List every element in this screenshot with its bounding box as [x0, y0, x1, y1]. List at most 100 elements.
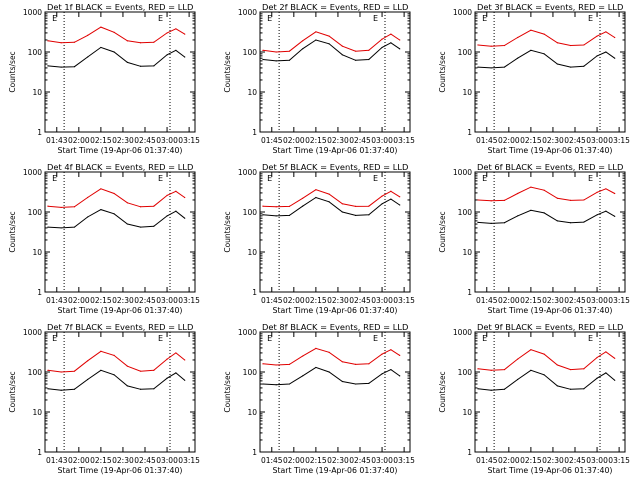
- plot-frame: [259, 11, 411, 133]
- x-tick-label: 03:00: [156, 296, 178, 305]
- x-tick-label: 03:00: [371, 136, 393, 145]
- data-point-lld: [354, 363, 357, 365]
- data-point-lld: [126, 202, 128, 204]
- data-point-lld: [569, 199, 572, 201]
- data-point-lld: [341, 203, 343, 205]
- data-point-events: [47, 65, 49, 67]
- data-point-lld: [503, 199, 506, 201]
- x-tick-label: 03:15: [178, 456, 200, 465]
- y-tick-label: 100: [458, 48, 473, 57]
- data-point-lld: [477, 44, 479, 46]
- data-point-lld: [175, 352, 177, 354]
- data-point-events: [184, 379, 186, 381]
- data-point-events: [100, 46, 102, 49]
- data-point-lld: [390, 190, 392, 192]
- x-tick-label: 03:15: [608, 296, 630, 305]
- data-point-events: [262, 214, 264, 216]
- y-tick-label: 1000: [238, 328, 257, 337]
- data-point-lld: [596, 35, 598, 37]
- data-point-events: [605, 210, 607, 212]
- data-point-events: [288, 383, 291, 385]
- data-point-events: [126, 223, 128, 225]
- chart-panel-7: Det 7f BLACK = Events, RED = LLD 1 10 100 10…: [8, 322, 200, 475]
- series-line-events: [262, 39, 400, 62]
- chart-title: Det 4f BLACK = Events, RED = LLD: [47, 162, 193, 172]
- data-point-events: [47, 226, 49, 228]
- x-tick-label: 01:45: [476, 136, 498, 145]
- data-point-events: [556, 220, 558, 222]
- data-point-events: [556, 63, 558, 65]
- data-point-events: [328, 43, 330, 45]
- data-point-lld: [569, 368, 572, 371]
- data-point-events: [60, 66, 62, 68]
- data-point-lld: [315, 31, 317, 33]
- plot-frame: [259, 331, 411, 453]
- data-point-lld: [87, 196, 89, 199]
- x-tick-label: 02:15: [90, 136, 112, 145]
- x-tick-label: 02:00: [498, 296, 520, 305]
- series-line-lld: [477, 349, 615, 371]
- x-axis-label: Start Time (19-Apr-06 01:37:40): [488, 146, 613, 155]
- e-marker: E: [52, 14, 57, 23]
- data-point-lld: [503, 44, 506, 47]
- y-tick-label: 100: [28, 208, 43, 217]
- e-marker: E: [267, 334, 272, 343]
- data-point-lld: [596, 356, 598, 359]
- data-point-events: [368, 58, 370, 61]
- data-point-lld: [517, 192, 519, 195]
- data-point-events: [596, 55, 598, 57]
- series-line-events: [262, 196, 400, 217]
- e-marker: E: [588, 14, 593, 23]
- data-point-events: [139, 65, 142, 67]
- data-point-events: [390, 42, 392, 44]
- e-marker: E: [588, 174, 593, 183]
- y-tick-label: 1: [467, 448, 472, 457]
- data-point-lld: [60, 206, 62, 209]
- x-axis-label: Start Time (19-Apr-06 01:37:40): [58, 146, 183, 155]
- data-point-events: [614, 57, 616, 59]
- data-point-lld: [87, 34, 89, 37]
- y-axis-label: Counts/sec: [8, 211, 17, 252]
- data-point-events: [390, 368, 392, 371]
- data-point-lld: [73, 41, 76, 43]
- e-marker: E: [373, 14, 378, 23]
- y-tick-label: 10: [32, 408, 42, 417]
- series-line-events: [477, 209, 615, 224]
- data-point-events: [614, 379, 616, 381]
- data-point-events: [605, 372, 607, 374]
- data-point-events: [315, 196, 317, 199]
- data-point-events: [288, 59, 291, 61]
- x-axis-label: Start Time (19-Apr-06 01:37:40): [273, 306, 398, 315]
- data-point-events: [87, 56, 89, 58]
- chart-title: Det 1f BLACK = Events, RED = LLD: [47, 2, 193, 12]
- data-point-lld: [139, 370, 142, 372]
- x-tick-label: 02:15: [90, 296, 112, 305]
- data-point-lld: [139, 206, 142, 208]
- x-tick-label: 03:15: [608, 456, 630, 465]
- data-point-lld: [354, 205, 357, 208]
- y-tick-label: 1000: [238, 8, 257, 17]
- data-point-events: [490, 222, 492, 224]
- data-point-events: [153, 65, 155, 67]
- x-tick-label: 01:45: [261, 296, 283, 305]
- x-tick-label: 02:45: [564, 296, 586, 305]
- y-tick-label: 10: [462, 408, 472, 417]
- data-point-events: [328, 201, 330, 203]
- data-point-events: [139, 226, 142, 228]
- data-point-lld: [368, 363, 370, 365]
- e-marker: E: [158, 174, 163, 183]
- data-point-events: [113, 374, 115, 376]
- data-point-lld: [583, 368, 585, 370]
- y-tick-label: 1000: [23, 168, 42, 177]
- data-point-lld: [184, 359, 186, 361]
- x-tick-label: 03:15: [393, 456, 415, 465]
- data-point-events: [381, 373, 383, 375]
- x-tick-label: 03:00: [586, 296, 608, 305]
- series-line-lld: [477, 186, 615, 202]
- data-point-events: [126, 385, 128, 387]
- data-point-events: [315, 39, 317, 41]
- e-marker: E: [158, 14, 163, 23]
- data-point-events: [166, 215, 168, 217]
- plot-frame: [44, 171, 196, 293]
- series-line-lld: [262, 189, 400, 208]
